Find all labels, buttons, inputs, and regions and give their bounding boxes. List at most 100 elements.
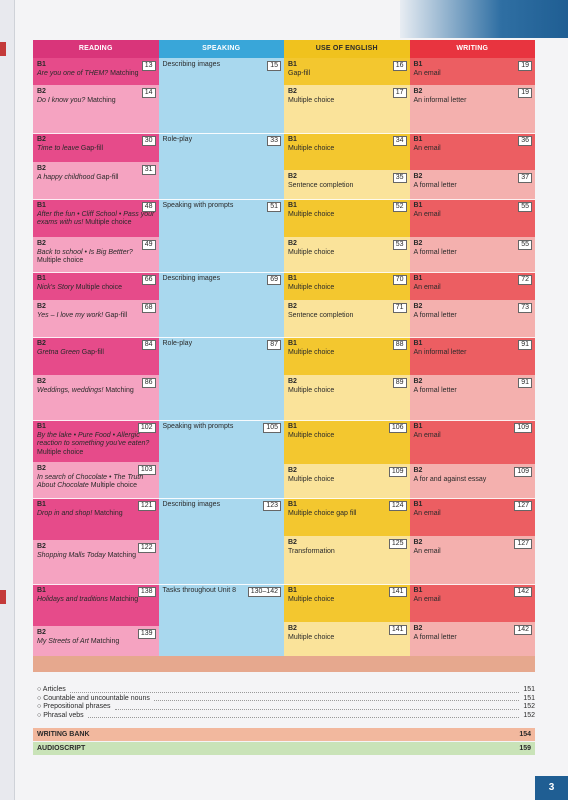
page-ref: 121: [137, 501, 156, 511]
use-of-english-entry[interactable]: B2 Transformation 125: [284, 536, 410, 584]
reading-entry[interactable]: B2 A happy childhood Gap-fill 31: [33, 162, 159, 199]
reading-title: Drop in and shop!: [37, 509, 93, 517]
use-of-english-entry[interactable]: B1 Gap-fill 16: [284, 58, 410, 85]
level-label: B1: [288, 202, 297, 209]
grammar-ref-row[interactable]: ○ Prepositional phrases 152: [33, 703, 535, 712]
writing-entry[interactable]: B2 A formal letter 91: [409, 375, 535, 420]
use-of-english-entry[interactable]: B1 Multiple choice gap fill 124: [284, 498, 410, 536]
speaking-title: Tasks throughout Unit 8: [162, 587, 237, 594]
writing-entry[interactable]: B1 An email 109: [409, 420, 535, 464]
use-of-english-entry[interactable]: B2 Sentence completion 35: [284, 170, 410, 199]
use-task: Multiple choice: [288, 475, 335, 483]
level-label: B2: [413, 88, 423, 95]
page-ref: 84: [141, 340, 156, 350]
reading-entry[interactable]: B2 Do I know you? Matching 14: [33, 85, 159, 133]
page-ref: 68: [141, 303, 156, 313]
grammar-ref-page: 151: [523, 686, 535, 693]
reading-entry[interactable]: B1 Drop in and shop! Matching 121: [33, 498, 159, 540]
bullet-icon: ○: [37, 711, 44, 719]
reading-entry[interactable]: B1 After the fun • Cliff School • Pass yo…: [33, 199, 159, 237]
page-ref: 17: [392, 88, 407, 98]
use-of-english-entry[interactable]: B2 Multiple choice 17: [284, 85, 410, 133]
grammar-ref-row[interactable]: ○ Countable and uncountable nouns 151: [33, 695, 535, 704]
speaking-entry[interactable]: Tasks throughout Unit 8 130–142: [159, 584, 285, 672]
page-ref: 51: [267, 202, 281, 212]
writing-entry[interactable]: B2 A formal letter 55: [409, 237, 535, 272]
writing-entry[interactable]: B1 An email 36: [409, 133, 535, 170]
writing-entry[interactable]: B1 An email 142: [409, 584, 535, 622]
use-of-english-entry[interactable]: B2 Sentence completion 71: [284, 300, 410, 337]
page-ref: 72: [518, 275, 532, 285]
reading-entry[interactable]: B1 Holidays and traditions Matching 138: [33, 584, 159, 626]
level-label: B2: [288, 625, 297, 632]
level-label: B1: [413, 202, 423, 209]
use-of-english-entry[interactable]: B1 Multiple choice 52: [284, 199, 410, 237]
level-label: B2: [413, 539, 423, 546]
reading-entry[interactable]: B2 Shopping Malls Today Matching 122: [33, 540, 159, 584]
writing-entry[interactable]: B1 An email 55: [409, 199, 535, 237]
writing-entry[interactable]: B2 An email 127: [409, 536, 535, 584]
writing-entry[interactable]: B1 An email 72: [409, 272, 535, 300]
writing-bank-row[interactable]: WRITING BANK 154: [33, 728, 535, 741]
writing-task: A formal letter: [413, 181, 457, 189]
reading-title: Nick's Story: [37, 283, 74, 291]
speaking-entry[interactable]: Describing images 69: [159, 272, 285, 337]
writing-entry[interactable]: B1 An email 127: [409, 498, 535, 536]
level-label: B2: [288, 173, 297, 180]
grammar-ref-row[interactable]: ○ Articles 151: [33, 686, 535, 695]
page-ref: 86: [141, 378, 156, 388]
use-of-english-entry[interactable]: B1 Multiple choice 88: [284, 337, 410, 375]
use-of-english-entry[interactable]: B1 Multiple choice 34: [284, 133, 410, 170]
level-label: B2: [37, 136, 46, 143]
leader-dots: [87, 712, 520, 718]
use-of-english-entry[interactable]: B2 Multiple choice 109: [284, 464, 410, 498]
writing-entry[interactable]: B2 A formal letter 73: [409, 300, 535, 337]
level-label: B1: [288, 501, 297, 508]
reading-entry[interactable]: B2 Time to leave Gap-fill 30: [33, 133, 159, 162]
reading-entry[interactable]: B2 Yes – I love my work! Gap-fill 68: [33, 300, 159, 337]
speaking-entry[interactable]: Speaking with prompts 105: [159, 420, 285, 498]
level-label: B1: [413, 423, 423, 430]
writing-entry[interactable]: B1 An email 19: [409, 58, 535, 85]
level-label: B2: [288, 303, 297, 310]
reading-entry[interactable]: B1 By the lake • Pure Food • Allergic rea…: [33, 420, 159, 462]
speaking-entry[interactable]: Role-play 33: [159, 133, 285, 199]
speaking-entry[interactable]: Describing images 123: [159, 498, 285, 584]
writing-entry[interactable]: B1 An informal letter 91: [409, 337, 535, 375]
speaking-entry[interactable]: Describing images 15: [159, 58, 285, 133]
use-task: Transformation: [288, 547, 335, 555]
reading-entry[interactable]: B2 Gretna Green Gap-fill 84: [33, 337, 159, 375]
speaking-title: Role-play: [162, 136, 193, 143]
level-label: B2: [37, 465, 46, 472]
writing-entry[interactable]: B2 An informal letter 19: [409, 85, 535, 133]
writing-entry[interactable]: B2 A formal letter 37: [409, 170, 535, 199]
bullet-icon: ○: [37, 694, 44, 702]
use-of-english-entry[interactable]: B2 Multiple choice 89: [284, 375, 410, 420]
reading-entry[interactable]: B2 Weddings, weddings! Matching 86: [33, 375, 159, 420]
speaking-entry[interactable]: Speaking with prompts 51: [159, 199, 285, 272]
reading-entry[interactable]: B2 Back to school • Is Big Bettter? Multi…: [33, 237, 159, 272]
level-label: B1: [37, 61, 46, 68]
page-ref: 91: [518, 340, 532, 350]
audioscript-row[interactable]: AUDIOSCRIPT 159: [33, 742, 535, 755]
page-ref: 31: [141, 165, 156, 175]
use-of-english-entry[interactable]: B1 Multiple choice 106: [284, 420, 410, 464]
use-task: Multiple choice: [288, 210, 335, 218]
reading-entry[interactable]: B2 In search of Chocolate • The Truth Abo…: [33, 462, 159, 498]
page-ref: 109: [514, 467, 532, 477]
reading-entry[interactable]: B1 Nick's Story Multiple choice 66: [33, 272, 159, 300]
page-ref: 88: [392, 340, 407, 350]
reading-title: Back to school • Is Big Bettter?: [37, 248, 133, 256]
use-of-english-entry[interactable]: B2 Multiple choice 53: [284, 237, 410, 272]
use-task: Multiple choice: [288, 348, 335, 356]
speaking-entry[interactable]: Role-play 87: [159, 337, 285, 420]
writing-entry[interactable]: B2 A for and against essay 109: [409, 464, 535, 498]
use-of-english-entry[interactable]: B1 Multiple choice 141: [284, 584, 410, 622]
reading-entry[interactable]: B1 Are you one of THEM? Matching 13: [33, 58, 159, 85]
grammar-ref-row[interactable]: ○ Phrasal vebs 152: [33, 712, 535, 721]
use-task: Sentence completion: [288, 181, 354, 189]
writing-task: A for and against essay: [413, 475, 487, 483]
level-label: B1: [37, 202, 46, 209]
use-task: Multiple choice: [288, 96, 335, 104]
use-of-english-entry[interactable]: B1 Multiple choice 70: [284, 272, 410, 300]
